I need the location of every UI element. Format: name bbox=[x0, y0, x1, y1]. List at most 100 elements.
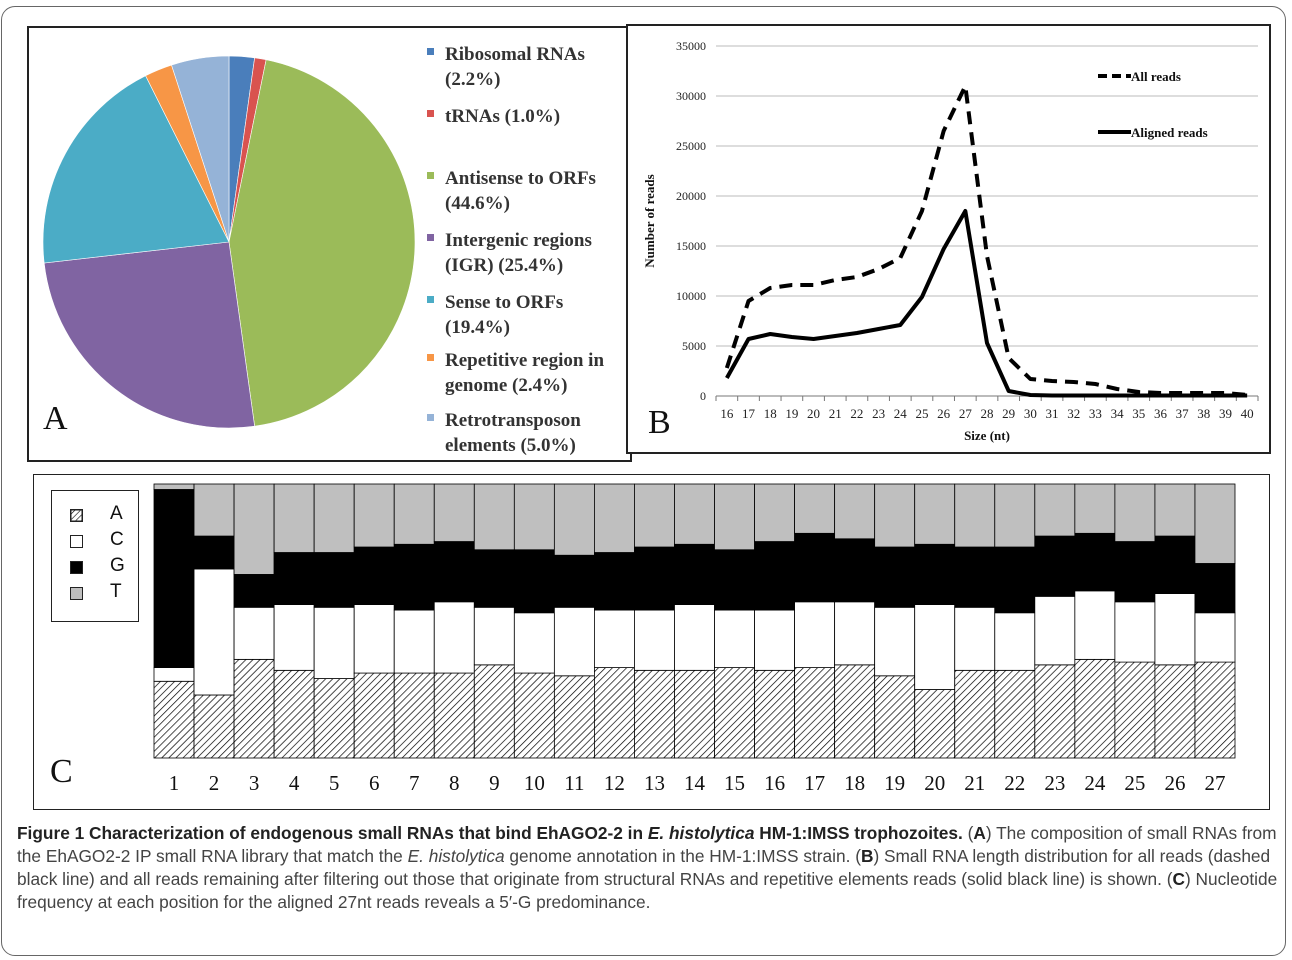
x-tick-label-15: 31 bbox=[1046, 406, 1059, 421]
pie-chart bbox=[42, 55, 416, 429]
pie-legend-label-6: Retrotransposon elements (5.0%) bbox=[445, 410, 581, 456]
bar-g-26 bbox=[1154, 535, 1196, 595]
bar-a-27 bbox=[1194, 661, 1236, 759]
bar-c-5 bbox=[313, 606, 355, 679]
bar-g-13 bbox=[634, 546, 675, 611]
bar-t-6 bbox=[353, 483, 395, 548]
x-tick-label-12: 12 bbox=[604, 771, 625, 795]
x-tick-label-2: 18 bbox=[764, 406, 777, 421]
bar-a-5 bbox=[313, 678, 355, 759]
bar-t-13 bbox=[634, 483, 675, 548]
bar-c-20 bbox=[914, 604, 956, 690]
line-chart: 0 5000 10000 15000 20000 25000 30000 35000 16 17 1… bbox=[642, 39, 1259, 443]
series-line-0 bbox=[724, 84, 1248, 397]
bar-t-12 bbox=[594, 483, 635, 553]
x-tick-label-1: 17 bbox=[742, 406, 756, 421]
legend-label-0: All reads bbox=[1131, 69, 1181, 84]
bar-t-27 bbox=[1194, 483, 1236, 564]
x-tick-label-5: 5 bbox=[329, 771, 340, 795]
bar-t-14 bbox=[674, 483, 715, 545]
bar-t-21 bbox=[954, 483, 996, 548]
x-tick-label-14: 30 bbox=[1024, 406, 1037, 421]
bar-g-3 bbox=[233, 574, 275, 608]
pie-legend-swatch-6 bbox=[427, 414, 434, 421]
y-tick-label-1: 5000 bbox=[682, 339, 706, 353]
legend-label-c: C bbox=[110, 529, 124, 550]
y-tick-label-6: 30000 bbox=[676, 89, 706, 103]
bar-c-12 bbox=[594, 609, 635, 668]
bar-g-4 bbox=[273, 552, 315, 605]
x-tick-label-22: 38 bbox=[1197, 406, 1210, 421]
x-tick-label-6: 6 bbox=[369, 771, 380, 795]
bar-c-3 bbox=[233, 606, 275, 660]
pie-legend-label-3: Intergenic regions (IGR) (25.4%) bbox=[445, 230, 592, 276]
x-tick-label-4: 4 bbox=[289, 771, 300, 795]
bar-c-25 bbox=[1114, 601, 1156, 663]
pie-legend-label-4: Sense to ORFs (19.4%) bbox=[445, 292, 564, 338]
bar-g-14 bbox=[674, 543, 715, 605]
bar-a-13 bbox=[634, 669, 675, 759]
legend-swatch-c bbox=[70, 535, 83, 548]
pie-legend-swatch-0 bbox=[427, 48, 434, 55]
bar-t-22 bbox=[994, 483, 1036, 548]
x-tick-label-6: 22 bbox=[850, 406, 863, 421]
bar-c-15 bbox=[714, 609, 755, 668]
x-tick-label-20: 20 bbox=[924, 771, 945, 795]
bar-t-1 bbox=[153, 483, 195, 490]
panel-c-letter: C bbox=[50, 753, 73, 790]
x-tick-label-2: 2 bbox=[209, 771, 220, 795]
x-tick-label-4: 20 bbox=[807, 406, 820, 421]
bar-c-22 bbox=[994, 612, 1036, 671]
bar-t-2 bbox=[193, 483, 235, 537]
x-tick-label-0: 16 bbox=[720, 406, 734, 421]
bar-t-25 bbox=[1114, 483, 1156, 542]
x-tick-label-11: 27 bbox=[959, 406, 973, 421]
pie-legend-swatch-1 bbox=[427, 110, 434, 117]
panel-a: Ribosomal RNAs (2.2%) tRNAs (1.0%) Antisen… bbox=[27, 26, 632, 462]
x-tick-label-9: 9 bbox=[489, 771, 500, 795]
pie-slice-4 bbox=[42, 75, 230, 264]
bar-a-21 bbox=[954, 669, 996, 759]
bar-t-9 bbox=[473, 483, 515, 551]
bar-c-23 bbox=[1034, 595, 1076, 666]
bar-a-16 bbox=[754, 669, 795, 759]
figure-frame bbox=[1, 6, 1286, 956]
bar-c-2 bbox=[193, 568, 235, 696]
bar-g-2 bbox=[193, 535, 235, 570]
x-tick-label-21: 37 bbox=[1176, 406, 1190, 421]
bar-c-11 bbox=[553, 606, 595, 677]
bar-a-24 bbox=[1074, 658, 1116, 759]
x-tick-label-18: 18 bbox=[844, 771, 865, 795]
x-tick-label-15: 15 bbox=[724, 771, 745, 795]
panel-a-letter: A bbox=[43, 400, 68, 437]
bar-a-9 bbox=[473, 664, 515, 759]
x-tick-label-8: 24 bbox=[894, 406, 908, 421]
bar-t-11 bbox=[553, 483, 595, 556]
bar-a-26 bbox=[1154, 664, 1196, 759]
x-tick-label-13: 13 bbox=[644, 771, 665, 795]
bar-a-20 bbox=[914, 689, 956, 759]
legend-swatch-a bbox=[70, 509, 83, 522]
bar-c-26 bbox=[1154, 593, 1196, 666]
pie-legend-label-5: Repetitive region in genome (2.4%) bbox=[445, 350, 605, 396]
pie-legend-swatch-2 bbox=[427, 172, 434, 179]
bar-c-4 bbox=[273, 604, 315, 671]
caption-title: Figure 1 Characterization of endogenous … bbox=[17, 823, 963, 843]
bar-g-18 bbox=[834, 538, 876, 603]
bar-a-15 bbox=[714, 667, 755, 759]
x-axis-label: Size (nt) bbox=[964, 428, 1010, 443]
panel-b-letter: B bbox=[648, 404, 671, 441]
bar-t-10 bbox=[513, 483, 555, 551]
pie-slice-3 bbox=[43, 241, 255, 429]
bar-t-8 bbox=[433, 483, 475, 542]
nucleotide-legend: A C G T bbox=[51, 490, 139, 622]
x-tick-label-19: 35 bbox=[1132, 406, 1145, 421]
bar-g-20 bbox=[914, 543, 956, 605]
bar-c-27 bbox=[1194, 612, 1236, 663]
y-axis-label: Number of reads bbox=[642, 174, 657, 267]
bar-t-7 bbox=[393, 483, 435, 545]
bar-g-27 bbox=[1194, 563, 1236, 614]
bar-g-9 bbox=[473, 549, 515, 608]
bar-c-24 bbox=[1074, 590, 1116, 660]
x-tick-label-24: 24 bbox=[1084, 771, 1106, 795]
